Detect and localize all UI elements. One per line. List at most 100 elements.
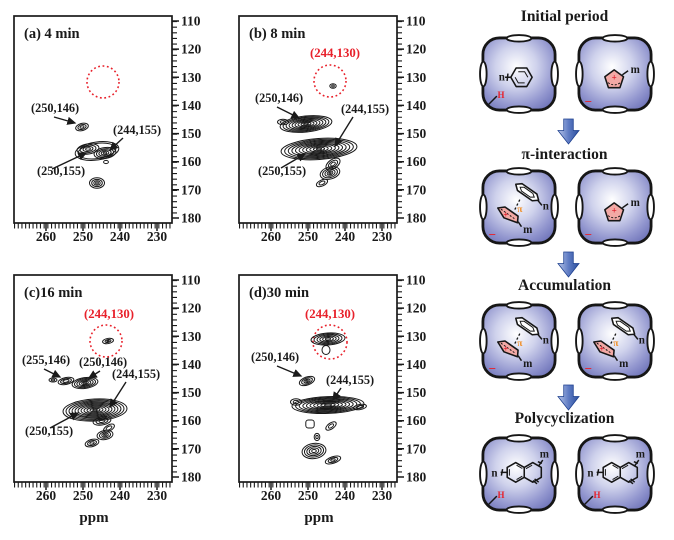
y-tick: 150 xyxy=(406,385,427,400)
annotations: (250,146) (244,155) (250,155) xyxy=(255,91,389,178)
pi-symbol: π xyxy=(517,339,523,349)
guest-label-m: m xyxy=(523,358,533,370)
minus-label: − xyxy=(489,361,496,376)
h-label: H xyxy=(593,490,600,500)
peak-label: (250,155) xyxy=(37,164,85,178)
plot-frame xyxy=(238,274,398,483)
nmr-panel-d: 110 120 130 140 150 160 170 180 260 250 … xyxy=(238,273,427,526)
pi-symbol: π xyxy=(517,205,523,215)
x-tick-labels: 260 250 240 230 xyxy=(261,229,393,244)
cage-initial-cation: + m − xyxy=(574,33,656,115)
x-tick: 230 xyxy=(372,229,393,244)
peak-label: (244,155) xyxy=(326,373,374,387)
guest-label-n: n xyxy=(639,334,645,346)
peak-label: (250,146) xyxy=(79,355,127,369)
guest-label-m: m xyxy=(631,197,641,209)
guest-label-n: n xyxy=(543,334,549,346)
x-axis-unit: ppm xyxy=(79,510,109,526)
y-tick: 150 xyxy=(181,126,202,141)
y-tick: 170 xyxy=(181,182,202,197)
y-tick: 160 xyxy=(181,154,202,169)
peak-label: (244,155) xyxy=(341,102,389,116)
cage-accumulation-2: n m π + − xyxy=(574,300,656,382)
y-tick: 150 xyxy=(406,126,427,141)
guest-label-m: m xyxy=(619,358,629,370)
x-tick: 240 xyxy=(110,488,131,503)
y-tick: 130 xyxy=(406,70,427,85)
contour-clusters xyxy=(74,122,120,189)
y-tick: 120 xyxy=(406,301,427,316)
down-arrow-icon xyxy=(557,251,580,278)
pi-symbol: π xyxy=(613,339,619,349)
y-tick-labels: 110 120 130 140 150 160 170 180 xyxy=(181,14,202,226)
x-tick: 240 xyxy=(335,488,356,503)
y-tick: 130 xyxy=(181,329,202,344)
x-tick: 230 xyxy=(147,488,168,503)
guest-label-m: m xyxy=(540,449,550,461)
peak-label: (244,155) xyxy=(113,123,161,137)
minus-label: − xyxy=(585,94,592,109)
cage-accumulation-1: n m π + − xyxy=(478,300,560,382)
peak-label: (244,155) xyxy=(112,367,160,381)
down-arrow-icon xyxy=(557,118,580,145)
x-tick: 250 xyxy=(298,229,319,244)
x-tick: 230 xyxy=(147,229,168,244)
x-axis-unit: ppm xyxy=(304,510,334,526)
y-tick: 180 xyxy=(181,470,202,485)
y-tick: 140 xyxy=(406,98,427,113)
y-tick: 110 xyxy=(406,14,426,29)
contour-clusters xyxy=(48,337,128,448)
y-axis-major-ticks xyxy=(172,20,179,219)
highlight-circle xyxy=(86,65,120,99)
guest-label-n: n xyxy=(499,72,505,84)
guest-label-m: m xyxy=(636,449,646,461)
guest-label-m: m xyxy=(523,224,533,236)
x-tick: 240 xyxy=(335,229,356,244)
peak-label: (250,155) xyxy=(25,424,73,438)
nmr-panel-b: 110 120 130 140 150 160 170 180 260 250 … xyxy=(238,14,427,244)
plot-frame xyxy=(13,15,173,224)
x-tick: 260 xyxy=(36,229,57,244)
cage-cation: + m − xyxy=(574,166,656,248)
x-tick: 260 xyxy=(36,488,57,503)
y-tick: 120 xyxy=(406,42,427,57)
x-axis-major-ticks xyxy=(270,482,383,490)
nmr-panel-c: 110 120 130 140 150 160 170 180 260 250 … xyxy=(13,273,202,526)
y-axis-major-ticks xyxy=(172,279,179,478)
y-tick: 130 xyxy=(406,329,427,344)
y-tick: 160 xyxy=(406,154,427,169)
x-tick: 250 xyxy=(73,229,94,244)
y-tick: 150 xyxy=(181,385,202,400)
x-tick: 250 xyxy=(73,488,94,503)
y-tick: 160 xyxy=(406,413,427,428)
y-axis-major-ticks xyxy=(397,20,404,219)
y-tick: 110 xyxy=(181,273,201,288)
annotations: (250,146) (244,155) (250,155) xyxy=(31,101,161,178)
plus-charge-label: + xyxy=(503,344,508,354)
minus-label: − xyxy=(585,361,592,376)
annotations: (255,146) (250,146) (244,155) (250,155) xyxy=(22,353,160,438)
nmr-panel-a: 110 120 130 140 150 160 170 180 260 250 … xyxy=(13,14,202,244)
x-axis-major-ticks xyxy=(270,223,383,231)
x-tick: 230 xyxy=(372,488,393,503)
y-tick-labels: 110 120 130 140 150 160 170 180 xyxy=(406,14,427,226)
y-axis-major-ticks xyxy=(397,279,404,478)
guest-label-m: m xyxy=(631,64,641,76)
y-tick-labels: 110 120 130 140 150 160 170 180 xyxy=(181,273,202,485)
panel-title: (b) 8 min xyxy=(249,26,305,42)
y-tick: 160 xyxy=(181,413,202,428)
plus-charge-label: + xyxy=(503,210,508,220)
y-tick: 180 xyxy=(181,211,202,226)
panel-title: (c)16 min xyxy=(24,285,82,301)
y-tick-labels: 110 120 130 140 150 160 170 180 xyxy=(406,273,427,485)
y-tick: 170 xyxy=(406,441,427,456)
y-tick: 180 xyxy=(406,211,427,226)
cage-polycyclization-2: n m H xyxy=(574,433,656,515)
cage-initial-benzene: n H xyxy=(478,33,560,115)
peak-label: (250,146) xyxy=(255,91,303,105)
x-tick: 240 xyxy=(110,229,131,244)
guest-label-n: n xyxy=(491,467,497,479)
peak-label: (250,146) xyxy=(31,101,79,115)
highlight-circle xyxy=(89,324,123,358)
